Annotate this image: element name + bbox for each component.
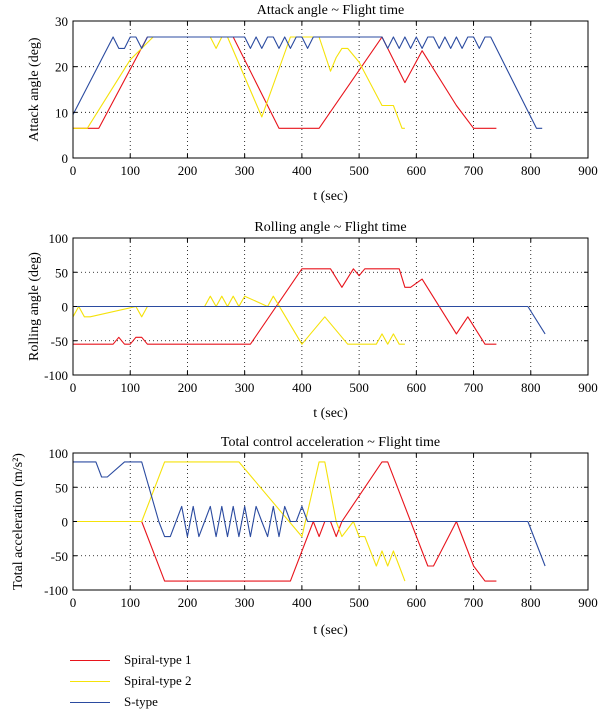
- x-axis-label: t (sec): [313, 189, 348, 204]
- y-tick-label: 50: [55, 480, 68, 495]
- x-tick-label: 600: [407, 380, 427, 395]
- y-tick-label: -50: [51, 334, 68, 349]
- chart-title: Rolling angle ~ Flight time: [254, 220, 406, 235]
- y-tick-label: 100: [49, 446, 69, 461]
- x-tick-label: 500: [349, 380, 369, 395]
- series-line-spiral-type-2: [73, 461, 406, 582]
- y-axis-label: Attack angle (deg): [27, 37, 42, 142]
- chart-title: Attack angle ~ Flight time: [257, 3, 405, 18]
- series-line-s-type: [73, 461, 546, 567]
- y-tick-label: 0: [62, 300, 69, 315]
- series-line-spiral-type-1: [73, 36, 497, 129]
- x-tick-label: 100: [120, 380, 140, 395]
- series-line-s-type: [73, 305, 546, 335]
- x-axis-label: t (sec): [313, 406, 348, 421]
- y-tick-label: 20: [55, 60, 68, 75]
- x-tick-label: 0: [70, 163, 77, 178]
- x-tick-label: 100: [120, 163, 140, 178]
- y-tick-label: 0: [62, 515, 69, 530]
- legend-label-spiral-type-1: Spiral-type 1: [124, 652, 192, 667]
- x-tick-label: 600: [407, 163, 427, 178]
- legend-swatch-s-type: [70, 702, 110, 703]
- y-axis-label: Total acceleration (m/s²): [11, 453, 26, 590]
- plot-frame: [72, 20, 589, 159]
- x-tick-label: 900: [578, 163, 598, 178]
- chart-title: Total control acceleration ~ Flight time: [221, 435, 440, 450]
- y-axis-label: Rolling angle (deg): [27, 252, 42, 361]
- x-tick-label: 0: [70, 380, 77, 395]
- chart-2: Rolling angle ~ Flight time 0 100 200 300 400…: [27, 220, 598, 421]
- x-tick-label: 300: [235, 380, 255, 395]
- x-tick-label: 800: [521, 595, 541, 610]
- x-tick-label: 500: [349, 163, 369, 178]
- y-tick-label: 50: [55, 265, 68, 280]
- x-tick-label: 300: [235, 163, 255, 178]
- x-tick-label: 900: [578, 595, 598, 610]
- legend-label-s-type: S-type: [124, 694, 158, 709]
- y-tick-label: 100: [49, 231, 69, 246]
- series-line-spiral-type-2: [72, 295, 405, 345]
- legend-label-spiral-type-2: Spiral-type 2: [124, 673, 192, 688]
- x-tick-label: 400: [292, 595, 312, 610]
- x-tick-label: 400: [292, 163, 312, 178]
- x-tick-label: 900: [578, 380, 598, 395]
- x-tick-label: 600: [407, 595, 427, 610]
- x-tick-label: 400: [292, 380, 312, 395]
- x-tick-label: 500: [349, 595, 369, 610]
- legend-swatch-spiral-type-2: [70, 681, 110, 682]
- y-tick-label: 30: [55, 14, 68, 29]
- chart-3: Total control acceleration ~ Flight time…: [11, 435, 598, 638]
- series-line-spiral-type-1: [73, 268, 497, 345]
- x-tick-label: 800: [521, 380, 541, 395]
- y-tick-label: -100: [44, 368, 68, 383]
- y-tick-label: -50: [51, 549, 68, 564]
- legend-swatch-spiral-type-1: [70, 660, 110, 661]
- x-tick-label: 200: [178, 163, 198, 178]
- x-tick-label: 700: [464, 595, 484, 610]
- series-line-s-type: [72, 36, 543, 129]
- x-tick-label: 300: [235, 595, 255, 610]
- y-tick-label: -100: [44, 583, 68, 598]
- x-tick-label: 700: [464, 163, 484, 178]
- x-tick-label: 100: [120, 595, 140, 610]
- x-axis-label: t (sec): [313, 623, 348, 638]
- x-tick-label: 700: [464, 380, 484, 395]
- x-tick-label: 0: [70, 595, 77, 610]
- x-tick-label: 200: [178, 380, 198, 395]
- y-tick-label: 10: [55, 105, 68, 120]
- x-tick-label: 200: [178, 595, 198, 610]
- y-tick-label: 0: [62, 151, 69, 166]
- x-tick-label: 800: [521, 163, 541, 178]
